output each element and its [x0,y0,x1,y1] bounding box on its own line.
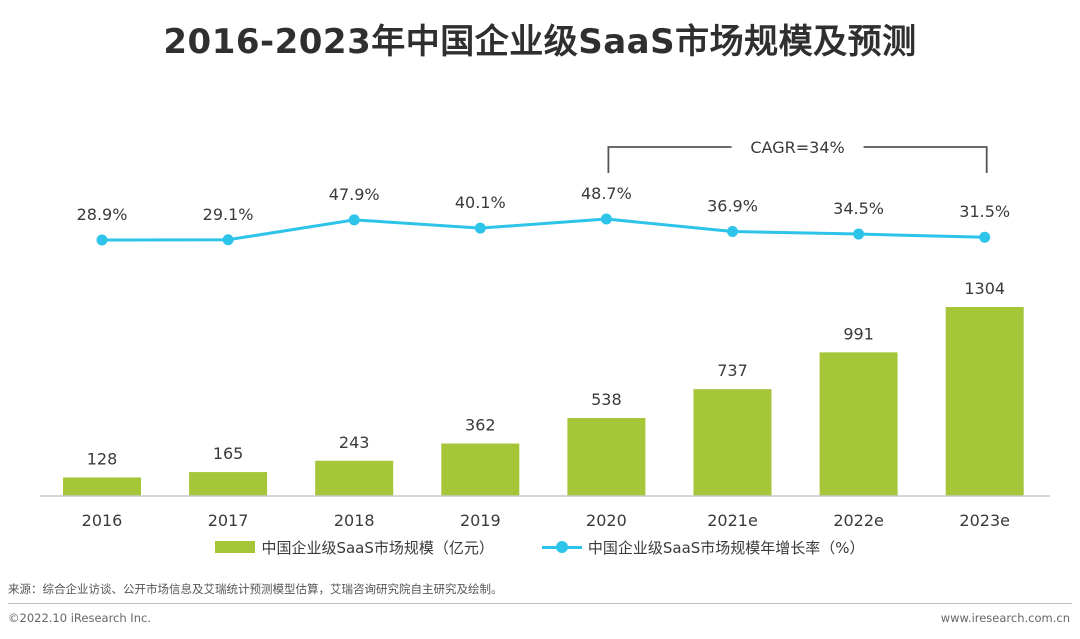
growth-label-2023e: 31.5% [959,202,1010,221]
growth-line [101,217,985,242]
legend-line-swatch [541,541,582,553]
growth-point-2019 [474,222,486,234]
footer-divider [8,603,1072,604]
bar-2018 [315,460,394,496]
bar-2016 [63,477,141,496]
x-tick-labels: 2016 2017 2018 2019 2020 2021e 2022e 2023e [82,511,1010,530]
legend-item-line: 中国企业级SaaS市场规模年增长率（%） [541,537,865,558]
bar-label-2021e: 737 [717,361,748,380]
website-link[interactable]: www.iresearch.com.cn [940,611,1070,625]
growth-label-2020: 48.7% [581,184,632,203]
growth-point-2021e [727,226,738,238]
growth-point-2022e [853,228,865,240]
growth-point-2020 [600,213,612,225]
bar-label-2022e: 991 [843,324,874,343]
growth-label-2019: 40.1% [455,193,506,212]
bar-2023e [945,307,1024,496]
growth-point-2018 [348,214,360,226]
growth-value-labels: 28.9% 29.1% 47.9% 40.1% 48.7% 36.9% 34.5% 31.5% [77,184,1011,224]
legend-line-label: 中国企业级SaaS市场规模年增长率（%） [587,538,865,557]
bar-2019 [441,443,520,496]
legend-bar-swatch [215,541,256,553]
bar-2017 [189,472,268,496]
bar-label-2023e: 1304 [964,279,1005,298]
bar-label-2019: 362 [465,416,496,435]
growth-label-2021e: 36.9% [707,197,758,216]
x-tick-2017: 2017 [208,511,249,530]
growth-point-2023e [979,231,991,243]
bar-label-2016: 128 [87,449,118,468]
bar-label-2017: 165 [213,444,244,463]
bar-label-2018: 243 [339,433,370,452]
growth-label-2022e: 34.5% [833,199,884,218]
bar-label-2020: 538 [591,390,622,409]
growth-label-2016: 28.9% [77,205,128,224]
bar-value-labels: 128 165 243 362 538 737 991 1304 [87,279,1005,468]
x-tick-2019: 2019 [460,511,501,530]
cagr-bracket [607,146,988,173]
x-tick-2020: 2020 [586,511,627,530]
legend-bar-label: 中国企业级SaaS市场规模（亿元） [261,538,494,557]
x-tick-2016: 2016 [82,511,123,530]
x-tick-2022e: 2022e [833,511,884,530]
bar-2021e [693,389,772,496]
x-tick-2018: 2018 [334,511,375,530]
bar-2022e [819,352,898,496]
growth-label-2017: 29.1% [203,205,254,224]
legend: 中国企业级SaaS市场规模（亿元） 中国企业级SaaS市场规模年增长率（%） [0,536,1080,558]
cagr-annotation: CAGR=34% [607,138,988,173]
bar-series [63,307,1024,496]
x-tick-2023e: 2023e [959,511,1010,530]
copyright: ©2022.10 iResearch Inc. [8,611,151,625]
cagr-label: CAGR=34% [750,138,844,157]
legend-item-bar: 中国企业级SaaS市场规模（亿元） [215,537,494,558]
growth-line-series [96,213,991,246]
bar-2020 [567,418,646,496]
chart-title: 2016-2023年中国企业级SaaS市场规模及预测 [163,22,917,62]
growth-point-2017 [222,234,234,246]
source-note: 来源：综合企业访谈、公开市场信息及艾瑞统计预测模型估算，艾瑞咨询研究院自主研究及… [8,582,503,596]
growth-point-2016 [96,234,108,246]
x-tick-2021e: 2021e [707,511,758,530]
growth-label-2018: 47.9% [329,185,380,204]
